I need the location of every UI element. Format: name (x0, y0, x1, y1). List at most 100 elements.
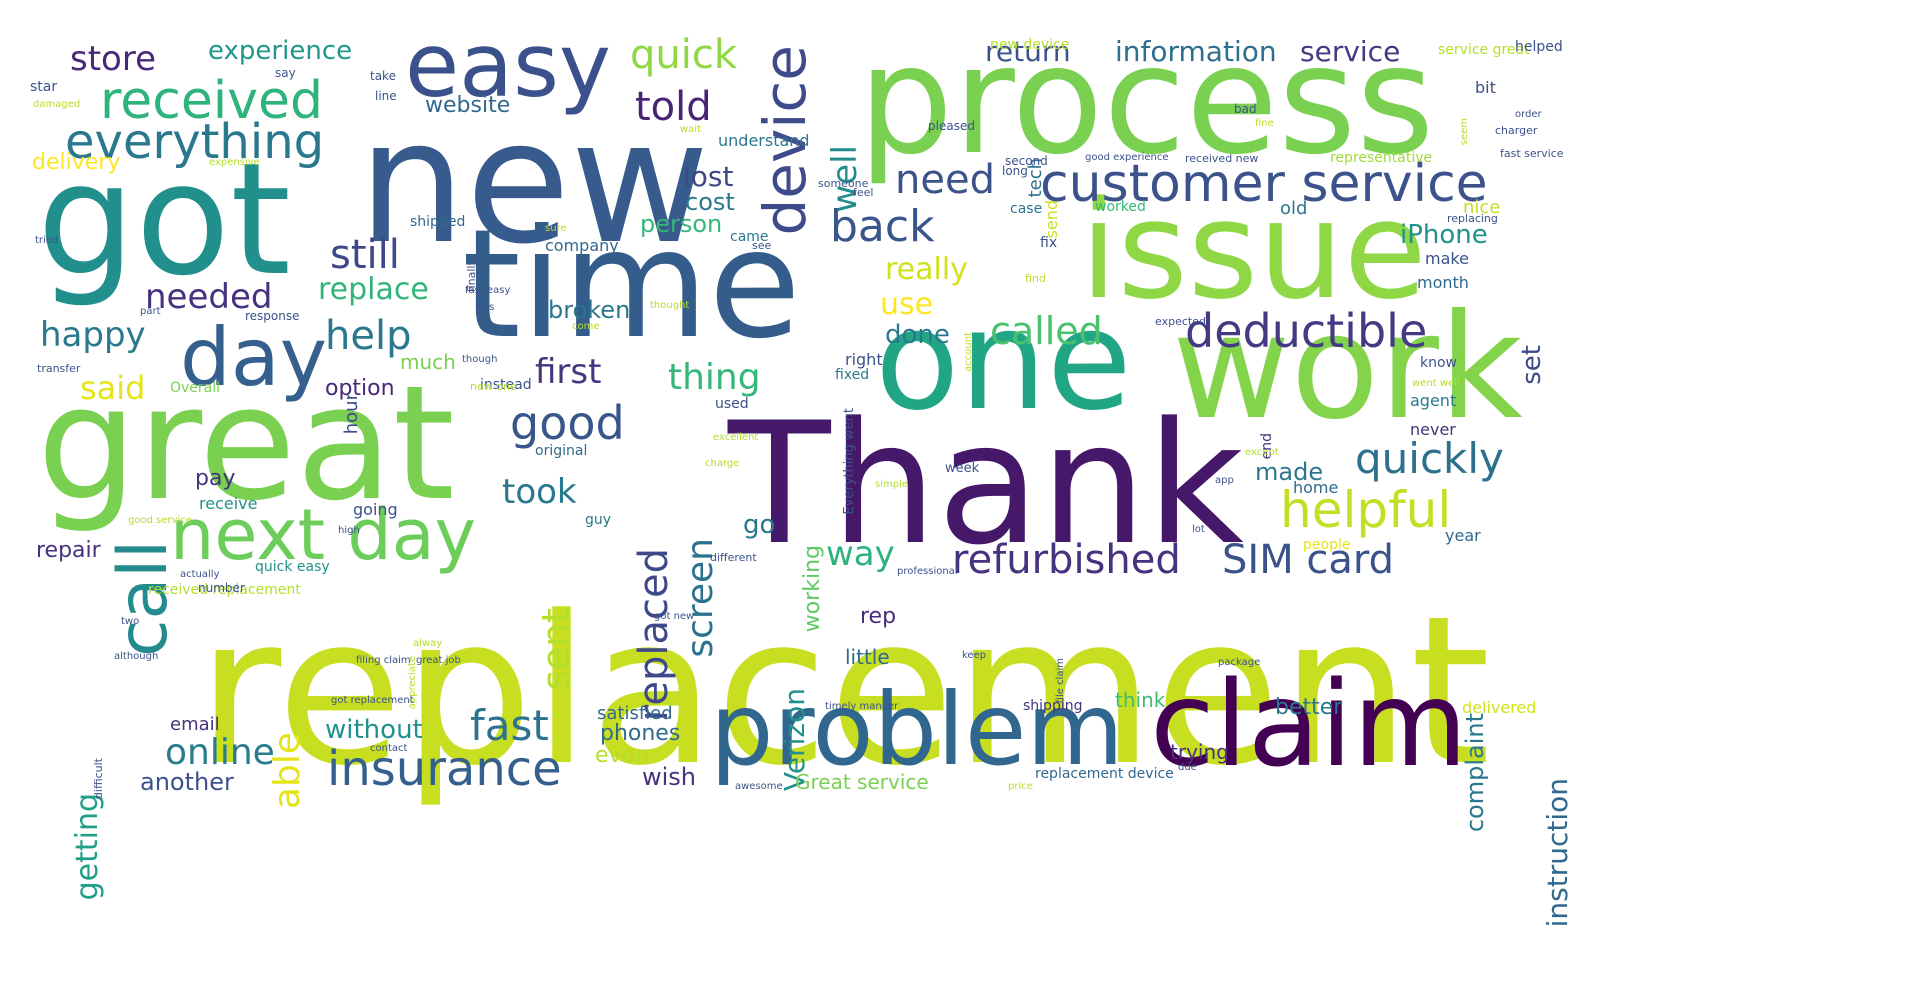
cloud-word: got new (654, 611, 695, 622)
cloud-word: say (275, 66, 296, 80)
cloud-word: actually (180, 569, 220, 580)
cloud-word: trying (1170, 740, 1229, 764)
cloud-word: said (80, 369, 146, 407)
cloud-word: complaint (1461, 713, 1489, 833)
cloud-word: worked (1095, 199, 1146, 215)
cloud-word: people (1303, 537, 1351, 553)
cloud-word: way (826, 534, 895, 574)
cloud-word: tried (35, 235, 59, 246)
cloud-word: done (885, 320, 950, 350)
cloud-word: use (880, 287, 934, 322)
cloud-word: email (170, 714, 220, 735)
cloud-word: helpful (1280, 481, 1452, 539)
cloud-word: bit (1475, 78, 1496, 97)
cloud-word: good service (128, 515, 192, 526)
cloud-word: shipped (410, 214, 466, 230)
cloud-word: bad (1234, 102, 1257, 116)
cloud-word: know (1420, 355, 1457, 371)
cloud-word: someone (818, 177, 869, 190)
cloud-word: instead (480, 377, 532, 393)
cloud-word: delivery (32, 150, 121, 175)
cloud-word: fix (1040, 235, 1058, 251)
cloud-word: delivered (1462, 698, 1537, 717)
cloud-word: file claim (1055, 658, 1066, 704)
cloud-word: process (858, 14, 1435, 188)
cloud-word: issue (1080, 172, 1427, 329)
cloud-word: although (114, 651, 159, 662)
cloud-word: better (1275, 695, 1343, 720)
cloud-word: expensive (209, 157, 260, 168)
cloud-word: replace (318, 272, 429, 307)
cloud-word: help (325, 313, 412, 359)
cloud-word: problem (710, 671, 1124, 788)
cloud-word: made (1255, 458, 1324, 486)
cloud-word: went well (1412, 378, 1460, 389)
cloud-word: Thank (728, 386, 1244, 582)
cloud-word: back (830, 201, 935, 252)
cloud-word: came (730, 229, 769, 245)
cloud-word: response (245, 309, 300, 323)
cloud-word: good experience (1085, 152, 1169, 163)
cloud-word: find (1025, 272, 1046, 285)
cloud-word: feel (853, 186, 874, 199)
cloud-word: quick easy (255, 559, 330, 575)
cloud-word: Great service (795, 770, 929, 794)
cloud-word: really (885, 252, 968, 287)
cloud-word: little (845, 645, 890, 669)
cloud-word: nice (1463, 197, 1501, 218)
cloud-word: right (845, 350, 883, 369)
cloud-word: two (121, 616, 140, 627)
cloud-word: iPhone (1400, 220, 1488, 250)
cloud-word: quickly (1355, 434, 1504, 483)
cloud-word: got (37, 129, 291, 310)
cloud-word: set (1517, 345, 1547, 385)
cloud-word: day (180, 311, 328, 404)
cloud-word: see (752, 239, 772, 252)
cloud-word: wait (680, 124, 702, 135)
cloud-word: transfer (37, 362, 81, 375)
cloud-word: everything (65, 114, 325, 170)
cloud-word: lot (1192, 524, 1205, 535)
cloud-word: fast service (1500, 147, 1564, 160)
cloud-word: call (104, 540, 183, 657)
cloud-word: rep (860, 604, 897, 629)
cloud-word: going (353, 500, 398, 519)
cloud-word: one (875, 280, 1132, 441)
cloud-word: awesome (735, 781, 783, 792)
cloud-word: guy (585, 512, 612, 528)
cloud-word: told (635, 84, 712, 130)
cloud-word: customer service (1040, 154, 1488, 214)
cloud-word: SIM card (1222, 537, 1395, 583)
cloud-word: package (1218, 657, 1261, 668)
cloud-word: first (535, 352, 602, 392)
cloud-word: need (895, 157, 995, 203)
cloud-word: sure (545, 223, 567, 234)
cloud-word: damaged (33, 99, 81, 110)
cloud-word: Overall (170, 380, 221, 396)
cloud-word: claim (1150, 655, 1468, 793)
cloud-word: agent (1410, 391, 1457, 410)
cloud-word: good (510, 396, 625, 450)
cloud-word: pay (195, 466, 236, 491)
cloud-word: thing (668, 357, 761, 398)
cloud-word: come (572, 321, 600, 332)
cloud-word: pleased (928, 119, 975, 133)
cloud-word: shipping (1023, 698, 1083, 714)
cloud-word: order (1515, 109, 1542, 120)
cloud-word: working (800, 545, 825, 633)
cloud-word: though (462, 354, 498, 365)
cloud-word: another (140, 768, 234, 796)
cloud-word: called (990, 309, 1103, 353)
cloud-word: replacement device (1035, 766, 1174, 782)
cloud-word: experience (208, 36, 353, 66)
cloud-word: year (1445, 526, 1481, 545)
cloud-word: getting (70, 793, 105, 901)
cloud-word: person (640, 210, 723, 238)
cloud-word: month (1417, 273, 1469, 292)
cloud-word: still (330, 232, 400, 278)
cloud-word: took (502, 472, 577, 512)
cloud-word: cost (685, 188, 735, 216)
cloud-word: fine (1255, 118, 1274, 129)
cloud-word: part (140, 306, 161, 317)
